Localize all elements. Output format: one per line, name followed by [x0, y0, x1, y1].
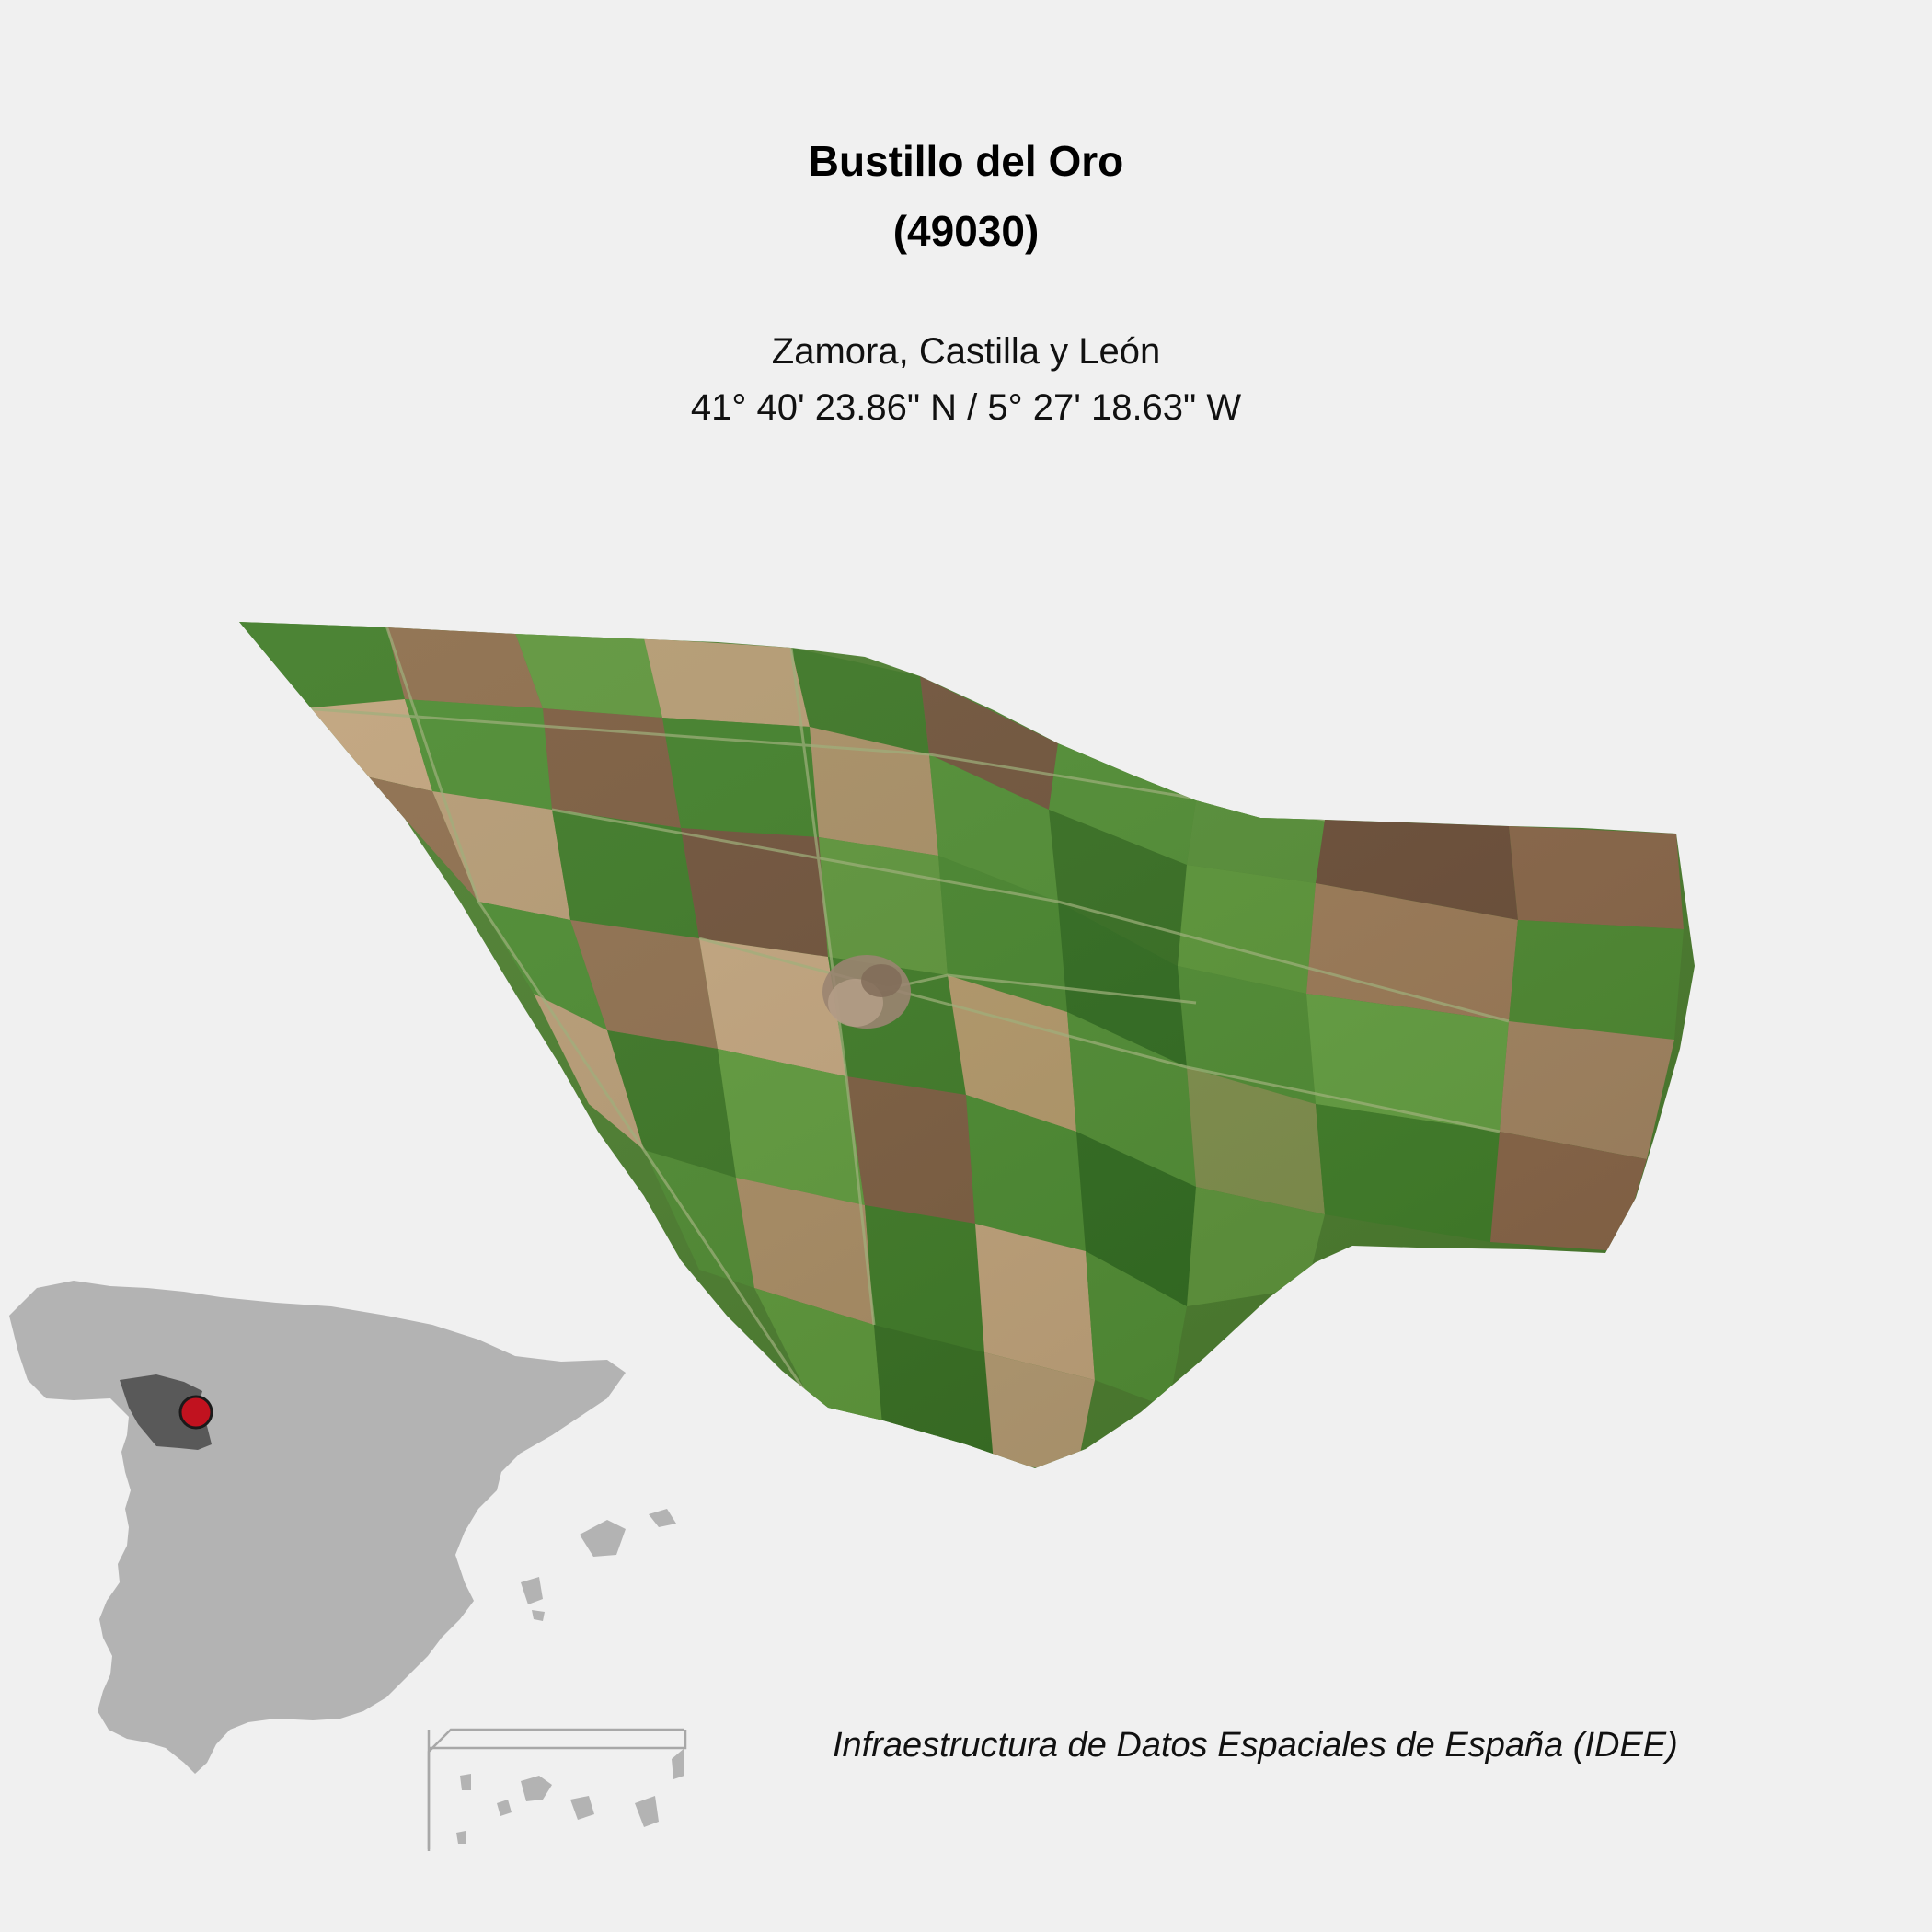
village-settlement: [822, 955, 911, 1029]
balearic-islands-shape: [521, 1509, 676, 1621]
canary-islands-frame-corner: [427, 1728, 684, 1851]
spain-inset-map: [9, 1281, 687, 1851]
data-source-credit: Infraestructura de Datos Espaciales de E…: [833, 1726, 1678, 1765]
map-title: Bustillo del Oro: [808, 137, 1124, 185]
coordinates-label: 41° 40' 23.86" N / 5° 27' 18.63" W: [690, 387, 1242, 428]
canary-islands-frame: [427, 1730, 687, 1849]
canary-islands-shape: [456, 1748, 684, 1844]
region-label: Zamora, Castilla y León: [771, 331, 1161, 372]
municipality-code: (49030): [892, 207, 1040, 255]
province-zamora-shape: [120, 1374, 212, 1450]
location-marker-icon: [178, 1395, 213, 1430]
spain-mainland-shape: [9, 1281, 626, 1774]
